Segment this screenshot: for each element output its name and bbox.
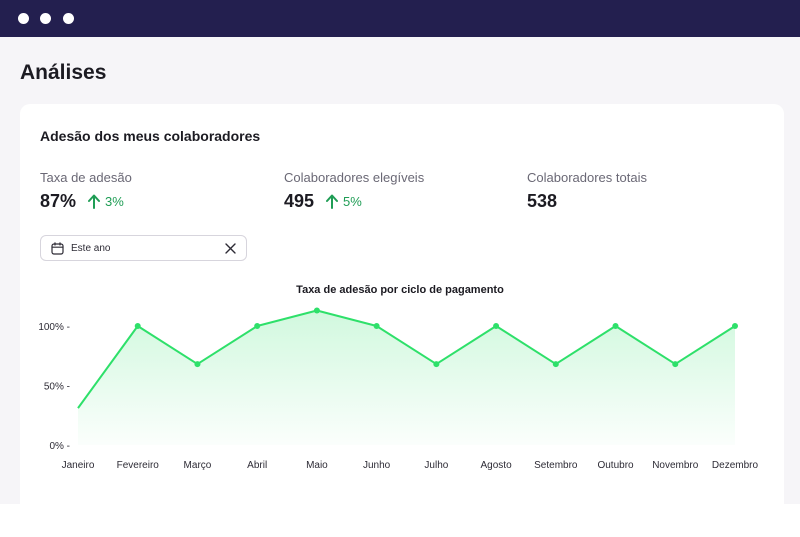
arrow-up-icon [326, 194, 339, 209]
data-point[interactable] [433, 361, 440, 368]
x-tick-label: Agosto [481, 460, 513, 471]
data-point[interactable] [134, 323, 141, 329]
data-point[interactable] [493, 323, 500, 329]
x-tick-label: Março [184, 460, 212, 471]
window-control-close[interactable] [18, 13, 29, 24]
metric-value: 538 [527, 191, 558, 211]
chart-area [78, 310, 735, 445]
data-point[interactable] [612, 323, 619, 329]
title-bar [0, 0, 800, 37]
calendar-icon [51, 241, 64, 255]
x-tick-label: Abril [247, 460, 267, 471]
arrow-up-icon [88, 194, 101, 209]
series-line [77, 309, 736, 409]
x-tick-label: Fevereiro [117, 460, 160, 471]
window-control-minimize[interactable] [40, 13, 51, 24]
x-tick-label: Novembro [652, 460, 699, 471]
data-point[interactable] [552, 361, 559, 368]
data-point[interactable] [313, 307, 320, 314]
x-tick-label: Maio [306, 460, 328, 471]
x-tick-label: Julho [424, 460, 448, 471]
card-title: Adesão dos meus colaboradores [40, 128, 261, 144]
metric-value: 87% [40, 191, 77, 211]
y-tick-label: 0% - [49, 441, 70, 452]
close-icon[interactable] [225, 242, 236, 254]
metric-delta: 5% [326, 194, 362, 209]
data-point[interactable] [672, 361, 679, 368]
y-tick-label: 50% - [44, 382, 70, 393]
y-tick-label: 100% - [38, 322, 70, 333]
metric-delta-value: 3% [105, 194, 124, 209]
data-point[interactable] [194, 361, 201, 368]
data-point[interactable] [373, 323, 380, 329]
metric-adoption-rate: Taxa de adesão 87% 3% [40, 170, 132, 212]
metric-total-employees: Colaboradores totais 538 [527, 170, 647, 212]
x-tick-label: Janeiro [62, 460, 95, 471]
x-tick-label: Outubro [597, 460, 634, 471]
x-tick-label: Setembro [534, 460, 578, 471]
date-filter[interactable]: Este ano [40, 235, 247, 261]
x-tick-label: Junho [363, 460, 391, 471]
metric-eligible-employees: Colaboradores elegíveis 495 5% [284, 170, 424, 212]
window-control-maximize[interactable] [63, 13, 74, 24]
metric-label: Taxa de adesão [40, 170, 132, 185]
metric-delta: 3% [88, 194, 124, 209]
data-point[interactable] [254, 323, 261, 329]
data-point[interactable] [732, 323, 738, 329]
metric-delta-value: 5% [343, 194, 362, 209]
chart-title: Taxa de adesão por ciclo de pagamento [296, 284, 504, 296]
metric-value: 495 [284, 191, 315, 211]
metric-label: Colaboradores totais [527, 170, 647, 185]
date-filter-value: Este ano [71, 242, 111, 254]
x-tick-label: Dezembro [712, 460, 759, 471]
page-title: Análises [20, 61, 107, 84]
metric-label: Colaboradores elegíveis [284, 170, 425, 185]
